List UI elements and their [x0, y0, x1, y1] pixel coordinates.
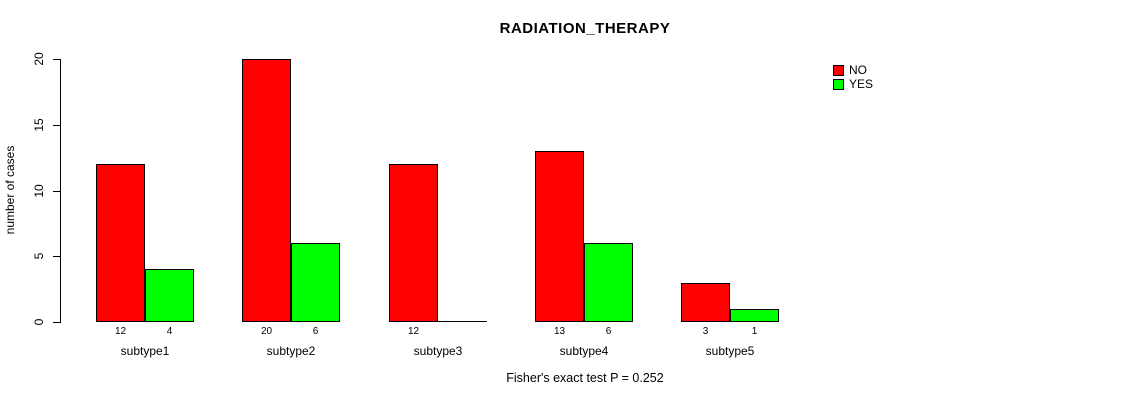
legend-swatch-yes — [833, 78, 844, 90]
bar-subtype1-yes — [145, 269, 194, 322]
bar-value-label: 13 — [553, 326, 566, 337]
y-tick — [53, 191, 60, 192]
legend-label-no: NO — [849, 63, 867, 77]
bar-value-label: 12 — [407, 326, 420, 337]
bar-subtype3-yes — [438, 321, 487, 322]
y-tick-label: 5 — [32, 252, 46, 260]
bar-subtype4-no — [535, 151, 584, 322]
legend-item-yes: YES — [833, 77, 873, 91]
bar-value-label: 1 — [751, 326, 758, 337]
y-tick-label: 10 — [32, 184, 46, 198]
y-axis-label: number of cases — [3, 145, 17, 235]
bar-subtype4-yes — [584, 243, 633, 322]
y-tick — [53, 322, 60, 323]
y-tick-label: 0 — [32, 318, 46, 326]
bar-value-label: 12 — [114, 326, 127, 337]
bar-subtype5-no — [681, 283, 730, 322]
statistic-caption: Fisher's exact test P = 0.252 — [506, 371, 664, 385]
bar-value-label: 6 — [312, 326, 319, 337]
category-label: subtype3 — [413, 344, 463, 358]
legend: NO YES — [833, 63, 873, 91]
bar-value-label: 3 — [702, 326, 709, 337]
bar-value-label: 6 — [605, 326, 612, 337]
legend-item-no: NO — [833, 63, 873, 77]
category-label: subtype1 — [120, 344, 170, 358]
bar-subtype2-yes — [291, 243, 340, 322]
legend-label-yes: YES — [849, 77, 874, 91]
category-label: subtype2 — [266, 344, 316, 358]
y-tick — [53, 59, 60, 60]
y-tick-label: 15 — [32, 118, 46, 132]
chart-title: RADIATION_THERAPY — [499, 20, 671, 37]
bar-value-label: 20 — [260, 326, 273, 337]
bar-subtype2-no — [242, 59, 291, 322]
category-label: subtype5 — [705, 344, 755, 358]
bar-subtype1-no — [96, 164, 145, 322]
y-tick — [53, 125, 60, 126]
category-label: subtype4 — [559, 344, 609, 358]
y-tick — [53, 256, 60, 257]
legend-swatch-no — [833, 64, 844, 76]
bar-subtype5-yes — [730, 309, 779, 322]
y-tick-label: 20 — [32, 52, 46, 66]
bar-value-label: 4 — [166, 326, 173, 337]
bar-subtype3-no — [389, 164, 438, 322]
y-axis-line — [60, 59, 61, 323]
